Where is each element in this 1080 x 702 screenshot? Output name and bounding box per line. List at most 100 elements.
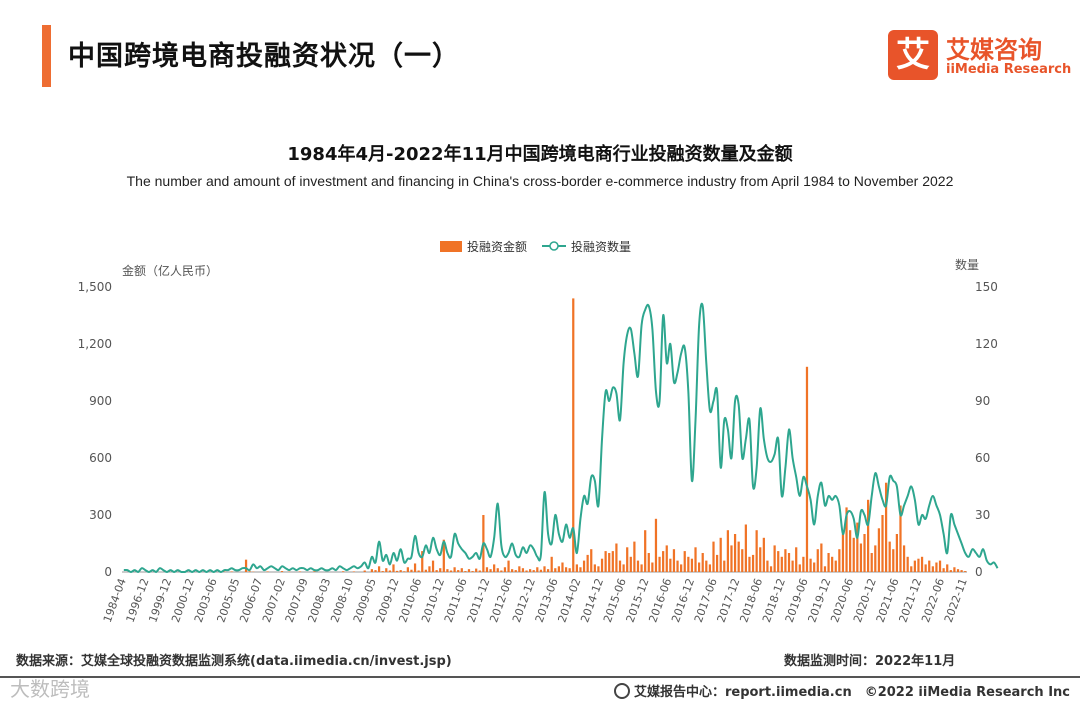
amount-bar [726,530,729,572]
amount-bar [698,562,701,572]
amount-bar [748,556,751,572]
amount-bar [496,568,499,572]
legend-bar-swatch [440,241,462,252]
amount-bar [485,567,489,572]
amount-bar [809,558,812,572]
amount-bar [543,566,546,572]
amount-bar [683,551,686,572]
amount-bar [647,553,650,572]
amount-bar [751,554,755,572]
amount-bar [672,549,676,572]
amount-bar [633,541,636,572]
amount-bar [827,553,830,572]
amount-bar [395,570,399,572]
amount-bar [532,570,535,572]
amount-bar [701,553,704,572]
amount-bar [733,534,737,572]
logo-en-text: iiMedia Research [946,62,1072,77]
amount-bar [780,556,783,572]
amount-bar [669,558,672,572]
amount-bar [805,366,809,572]
y-left-tick-label: 0 [104,565,112,579]
amount-bar [582,560,586,572]
amount-bar [895,534,898,572]
amount-bar [877,528,881,572]
amount-bar [618,560,622,572]
amount-bar [831,556,834,572]
y-right-tick-label: 30 [975,508,990,522]
amount-bar [478,570,481,572]
amount-bar [564,567,568,572]
page-title: 中国跨境电商投融资状况（一） [68,41,460,72]
amount-bar [744,524,747,572]
amount-bar [755,530,758,572]
amount-bar [597,566,600,572]
amount-bar [953,567,956,572]
investment-chart: 投融资金额 投融资数量 金额（亿人民币） 数量 03006009001,2001… [78,239,999,624]
amount-bar [863,534,866,572]
amount-bar [964,571,967,572]
amount-bar [568,568,571,572]
footer-divider [0,676,1080,678]
amount-bar [525,570,528,572]
amount-bar [417,570,420,572]
data-monitor-time: 数据监测时间：2022年11月 [784,654,956,669]
amount-bar [935,562,938,572]
amount-bar [910,566,913,572]
amount-bar [370,569,374,572]
amount-bar [823,566,827,572]
amount-bar [410,569,413,572]
amount-bar [658,556,661,572]
amount-bar [920,556,924,572]
amount-bar [381,571,384,572]
amount-bar [421,551,424,572]
amount-bar [572,298,575,572]
y-right-tick-label: 0 [975,565,983,579]
amount-bar [773,545,776,572]
amount-bar [759,547,762,572]
amount-bar [471,571,474,572]
amount-bar [816,549,819,572]
amount-bar [712,541,715,572]
amount-bar [838,549,841,572]
amount-bar [676,560,679,572]
amount-bar [439,568,442,572]
y-left-tick-label: 1,200 [78,337,112,351]
amount-bar [342,571,345,572]
amount-bar [892,549,895,572]
amount-bar [392,564,395,572]
watermark: 大数跨境 [10,677,90,701]
amount-bar [636,560,640,572]
amount-bar [787,553,791,572]
amount-bar [586,554,589,572]
amount-bar [654,518,658,572]
amount-bar [521,568,525,572]
amount-bar [791,560,794,572]
amount-bar [687,556,690,572]
amount-bar [884,482,888,572]
y-right-tick-label: 120 [975,337,998,351]
amount-bar [399,570,402,572]
amount-bar [766,560,769,572]
chart-legend: 投融资金额 投融资数量 [440,239,631,254]
amount-bar [644,530,647,572]
amount-bar [266,571,269,572]
amount-bar [431,560,435,572]
chart-title: 1984年4月-2022年11月中国跨境电商行业投融资数量及金额 [287,144,793,165]
amount-bar [442,539,445,572]
amount-bar [741,549,744,572]
y-left-tick-label: 900 [89,394,112,408]
y-left-tick-label: 600 [89,451,112,465]
globe-icon [613,683,630,699]
logo-cn-text: 艾媒咨询 [946,36,1042,64]
amount-bar [946,564,949,572]
amount-bar [579,567,582,572]
amount-bar [859,543,863,572]
amount-bar [629,556,632,572]
amount-bar [834,560,837,572]
amount-bar [913,560,916,572]
amount-bar [593,564,596,572]
amount-bar [777,551,780,572]
y-right-tick-label: 60 [975,451,990,465]
amount-bar [280,571,284,572]
